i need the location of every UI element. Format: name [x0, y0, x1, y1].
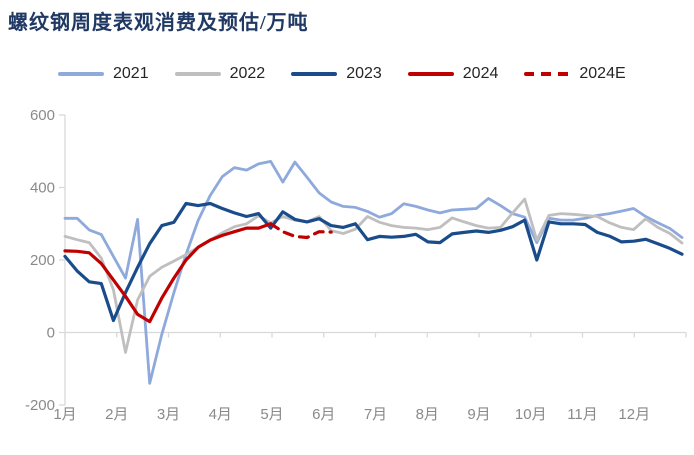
legend-item-2024: 2024	[407, 65, 499, 82]
legend-item-2021: 2021	[58, 66, 149, 82]
legend-line-swatch	[407, 72, 454, 76]
x-axis-label: 1月	[53, 406, 76, 423]
chart-legend: 2021 2022 2023 2024 2024E	[58, 64, 626, 84]
chart-title: 螺纹钢周度表观消费及预估/万吨	[8, 12, 309, 34]
series-line-2021	[63, 159, 684, 385]
x-axis-label: 3月	[157, 406, 180, 423]
series-line-2024E	[269, 222, 333, 240]
x-axis-label: 10月	[515, 406, 547, 423]
legend-item-2023: 2023	[291, 66, 382, 82]
x-axis-label: 9月	[467, 406, 490, 423]
legend-line-swatch	[291, 72, 338, 76]
series-line-2023	[63, 201, 684, 323]
x-axis-label: 5月	[260, 406, 283, 423]
legend-line-swatch	[58, 72, 104, 76]
legend-item-2022: 2022	[174, 65, 266, 82]
x-axis-label: 6月	[312, 406, 335, 423]
x-axis-label: 7月	[364, 406, 387, 423]
y-axis-label: -200	[25, 397, 55, 414]
x-axis-label: 11月	[567, 406, 598, 423]
legend-label: 2021	[113, 65, 149, 82]
y-axis-label: 200	[30, 252, 55, 269]
x-axis-label: 8月	[416, 406, 439, 423]
series-line-2024	[63, 222, 273, 324]
legend-dashed-line-swatch	[524, 72, 571, 76]
legend-label: 2024E	[579, 65, 626, 82]
x-axis-label: 12月	[618, 406, 650, 423]
y-axis-label: 400	[30, 180, 55, 197]
x-axis-label: 2月	[105, 406, 128, 423]
legend-label: 2024	[462, 65, 499, 82]
y-axis-label: 0	[47, 325, 55, 342]
y-axis-label: 600	[30, 107, 55, 124]
legend-line-swatch	[174, 72, 221, 76]
legend-item-2024E: 2024E	[524, 65, 626, 82]
legend-label: 2022	[229, 65, 266, 82]
legend-label: 2023	[346, 65, 382, 82]
series-line-2022	[63, 197, 684, 354]
x-axis-label: 4月	[209, 406, 232, 423]
